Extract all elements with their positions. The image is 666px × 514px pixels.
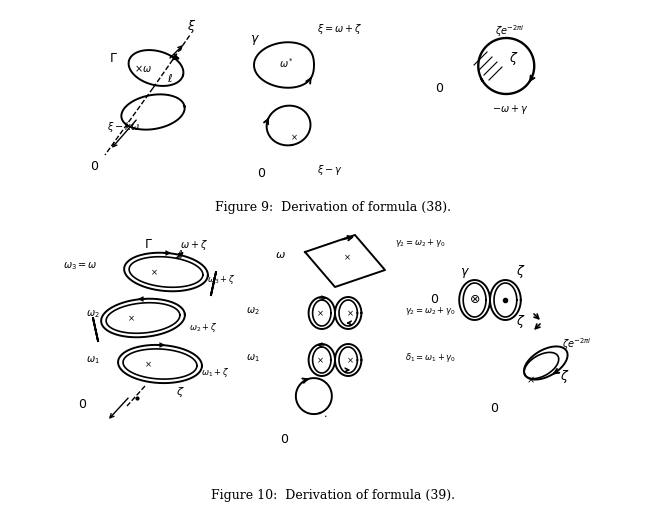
Text: $\gamma$: $\gamma$: [250, 33, 260, 47]
Text: $\times$: $\times$: [316, 308, 324, 318]
Text: $\times\omega$: $\times\omega$: [134, 63, 152, 74]
Text: $\cdot$: $\cdot$: [323, 410, 327, 420]
Text: $\gamma_2=\omega_2+\gamma_0$: $\gamma_2=\omega_2+\gamma_0$: [395, 237, 446, 249]
Text: $\omega_3+\zeta$: $\omega_3+\zeta$: [207, 273, 235, 286]
Text: $0$: $0$: [430, 293, 440, 306]
Text: $\Gamma$: $\Gamma$: [144, 238, 153, 251]
Text: Figure 9:  Derivation of formula (38).: Figure 9: Derivation of formula (38).: [215, 200, 451, 213]
Text: $\otimes$: $\otimes$: [469, 293, 480, 306]
Text: $0$: $0$: [280, 433, 290, 446]
Text: $0$: $0$: [79, 398, 87, 411]
Text: $\zeta$: $\zeta$: [515, 263, 525, 280]
Text: $\omega$: $\omega$: [274, 250, 286, 260]
Text: $\xi-k\omega$: $\xi-k\omega$: [107, 120, 139, 134]
Text: $\omega_2$: $\omega_2$: [246, 305, 260, 317]
Text: $\zeta e^{-2\pi i}$: $\zeta e^{-2\pi i}$: [562, 336, 592, 352]
Text: $\xi=\omega+\zeta$: $\xi=\omega+\zeta$: [317, 22, 363, 36]
Text: $\omega+\zeta$: $\omega+\zeta$: [180, 238, 208, 252]
Text: $\times$: $\times$: [525, 375, 534, 385]
Text: Figure 10:  Derivation of formula (39).: Figure 10: Derivation of formula (39).: [211, 488, 455, 502]
Text: $\times$: $\times$: [316, 356, 324, 365]
Text: $\zeta$: $\zeta$: [515, 313, 525, 330]
Text: $\gamma$: $\gamma$: [460, 266, 470, 280]
Text: $\omega_1+\zeta$: $\omega_1+\zeta$: [201, 366, 229, 379]
Text: $\xi-\gamma$: $\xi-\gamma$: [317, 163, 343, 177]
Text: $\zeta e^{-2\pi i}$: $\zeta e^{-2\pi i}$: [495, 23, 525, 39]
Text: $\omega^*$: $\omega^*$: [280, 56, 294, 70]
Text: $0$: $0$: [490, 402, 500, 415]
Text: $-\omega+\gamma$: $-\omega+\gamma$: [492, 103, 528, 116]
Text: $\delta_1=\omega_1+\gamma_0$: $\delta_1=\omega_1+\gamma_0$: [404, 351, 456, 364]
Text: $\times$: $\times$: [290, 133, 298, 142]
Text: $\omega_3=\omega$: $\omega_3=\omega$: [63, 260, 97, 272]
Text: $\xi$: $\xi$: [187, 18, 196, 35]
Text: $\times$: $\times$: [343, 252, 351, 262]
Text: $\times$: $\times$: [144, 360, 152, 369]
Text: $\times$: $\times$: [127, 314, 135, 323]
Text: $\ell$: $\ell$: [167, 72, 173, 84]
Text: $\omega_2+\zeta$: $\omega_2+\zeta$: [189, 321, 217, 334]
Text: $\omega_2$: $\omega_2$: [86, 308, 100, 320]
Text: $\zeta$: $\zeta$: [560, 368, 569, 385]
Text: $\gamma_2=\omega_2+\gamma_0$: $\gamma_2=\omega_2+\gamma_0$: [405, 305, 456, 317]
Text: $\times$: $\times$: [346, 356, 354, 365]
Text: $\zeta$: $\zeta$: [509, 50, 519, 67]
Text: $\times$: $\times$: [346, 308, 354, 318]
Text: $\Gamma$: $\Gamma$: [109, 52, 117, 65]
Text: $0$: $0$: [258, 167, 266, 180]
Text: $0$: $0$: [436, 82, 445, 95]
Text: $\zeta$: $\zeta$: [176, 385, 184, 399]
Text: $0$: $0$: [91, 160, 99, 173]
Text: $\times$: $\times$: [150, 268, 158, 277]
Text: $\ell$: $\ell$: [177, 248, 183, 260]
Text: $\omega_1$: $\omega_1$: [86, 354, 100, 366]
Text: $\omega_1$: $\omega_1$: [246, 352, 260, 364]
